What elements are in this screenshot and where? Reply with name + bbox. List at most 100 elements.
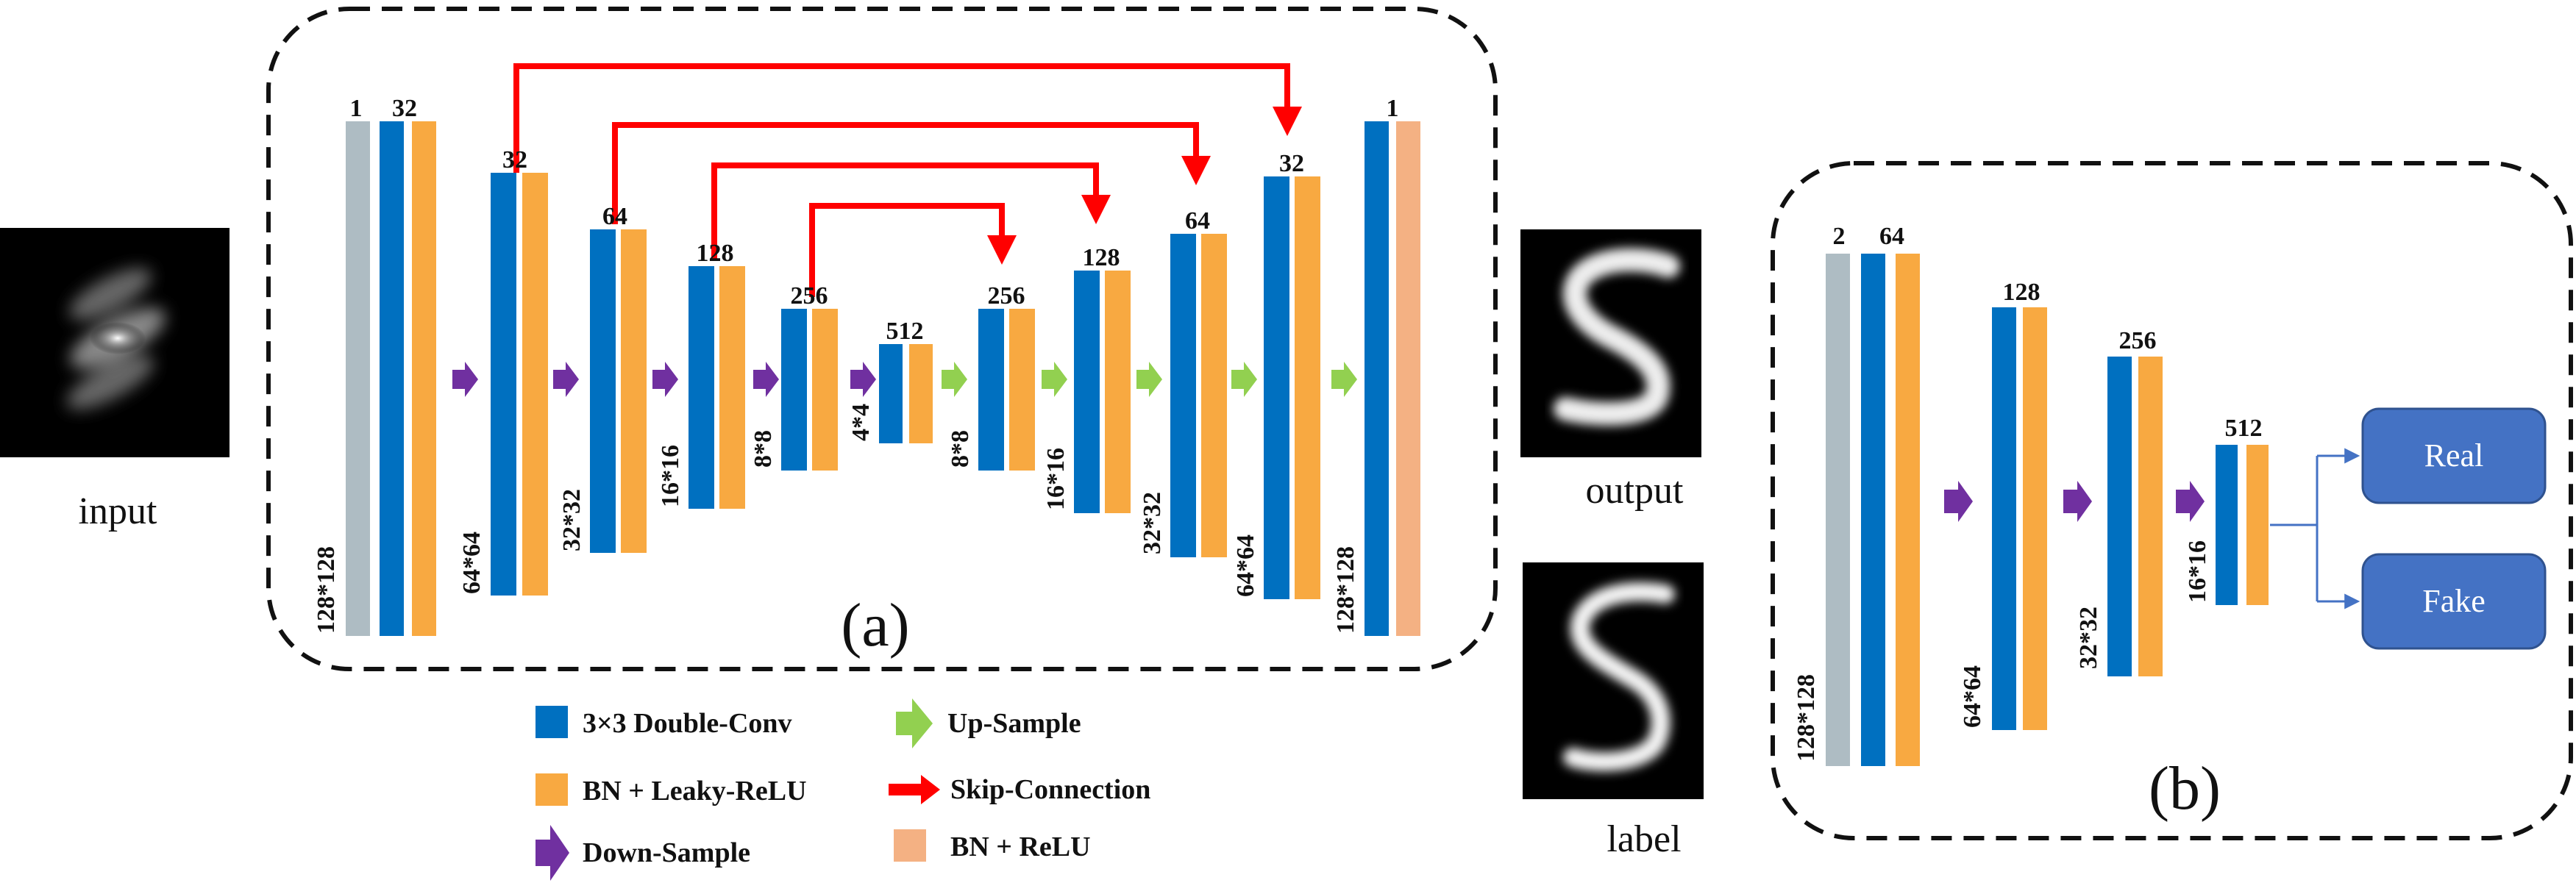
up-sample-arrow <box>1331 362 1357 397</box>
legend-down-sample-label: Down-Sample <box>583 837 750 868</box>
legend-skip-arrow <box>889 775 940 804</box>
bn-leaky-block <box>522 173 548 596</box>
down-sample-arrow <box>452 362 478 397</box>
bn-leaky-block <box>719 266 745 509</box>
label-caption: label <box>1607 818 1681 860</box>
bn-leaky-block <box>621 229 647 553</box>
channel-label: 512 <box>2225 415 2263 442</box>
skip-connections <box>513 63 1302 297</box>
conv-block <box>689 266 714 509</box>
discriminator-down-sample-arrows <box>1944 481 2205 522</box>
input-image <box>0 228 230 457</box>
bn-leaky-block <box>909 344 933 443</box>
down-sample-arrow <box>753 362 779 397</box>
legend-up-sample-label: Up-Sample <box>947 708 1081 739</box>
legend-conv-label: 3×3 Double-Conv <box>583 708 792 739</box>
fake-output-box: Fake <box>2361 553 2547 650</box>
legend-bn-leaky-swatch <box>536 773 568 806</box>
size-label: 64*64 <box>458 532 485 594</box>
conv-block <box>1074 271 1100 513</box>
output-image <box>1520 229 1701 457</box>
channel-label: 128 <box>697 240 734 267</box>
channel-label: 1 <box>1387 95 1399 122</box>
conv-block <box>781 309 807 471</box>
conv-block <box>491 173 516 596</box>
bn-leaky-block <box>1896 254 1920 766</box>
down-sample-arrow <box>1944 481 1973 522</box>
real-label: Real <box>2424 437 2484 473</box>
channel-label: 64 <box>1879 223 1904 250</box>
down-sample-arrow <box>553 362 579 397</box>
bn-leaky-block <box>1105 271 1131 513</box>
bn-leaky-block <box>412 121 436 636</box>
conv-block <box>978 309 1004 471</box>
legend-skip-label: Skip-Connection <box>950 774 1150 805</box>
bn-leaky-block <box>1295 176 1320 599</box>
down-sample-arrow <box>652 362 678 397</box>
bn-leaky-block <box>812 309 838 471</box>
input-channel-bar <box>1826 254 1850 766</box>
channel-label: 32 <box>392 95 417 122</box>
legend-bn-relu-swatch <box>894 829 926 862</box>
discriminator-size-labels: 128*128 64*64 32*32 16*16 <box>1793 540 2211 762</box>
fake-label: Fake <box>2422 583 2486 619</box>
size-label: 128*128 <box>313 546 340 634</box>
channel-label: 32 <box>1279 150 1304 177</box>
channel-label: 64 <box>602 203 627 230</box>
size-label: 4*4 <box>847 404 875 441</box>
size-label: 128*128 <box>1793 674 1820 762</box>
conv-block <box>1992 307 2016 730</box>
discriminator-channel-labels: 2 64 128 256 512 <box>1833 223 2263 442</box>
size-label: 128*128 <box>1332 546 1359 634</box>
bn-leaky-block <box>2246 445 2269 605</box>
size-label: 16*16 <box>2184 540 2211 603</box>
panel-a-label: (a) <box>841 591 909 659</box>
bn-leaky-block <box>2138 357 2163 676</box>
up-sample-arrow <box>1136 362 1162 397</box>
legend: 3×3 Double-Conv BN + Leaky-ReLU Down-Sam… <box>536 698 1150 881</box>
conv-block <box>1170 234 1196 557</box>
channel-label: 256 <box>791 282 828 310</box>
bn-leaky-block <box>2023 307 2047 730</box>
size-label: 32*32 <box>1139 492 1166 554</box>
conv-block <box>1365 121 1389 636</box>
down-sample-arrow <box>2063 481 2092 522</box>
size-label: 16*16 <box>1042 448 1070 510</box>
bn-leaky-block <box>1009 309 1035 471</box>
generator-blocks <box>346 121 1420 636</box>
input-channel-bar <box>346 121 370 636</box>
up-sample-arrow <box>942 362 967 397</box>
label-image <box>1523 562 1704 799</box>
channel-label: 1 <box>350 95 363 122</box>
conv-block <box>590 229 616 553</box>
channel-label: 128 <box>2003 279 2040 306</box>
conv-block <box>2216 445 2238 605</box>
legend-up-sample-arrow <box>896 698 933 748</box>
size-label: 16*16 <box>657 445 684 507</box>
legend-bn-leaky-label: BN + Leaky-ReLU <box>583 776 807 807</box>
conv-block <box>1861 254 1885 766</box>
conv-block <box>1264 176 1289 599</box>
generator-frame <box>266 7 1498 671</box>
generator-size-labels: 128*128 64*64 32*32 16*16 8*8 4*4 8*8 16… <box>313 404 1359 634</box>
size-label: 32*32 <box>558 489 586 551</box>
channel-label: 2 <box>1833 223 1846 250</box>
channel-label: 256 <box>2119 327 2157 354</box>
channel-label: 256 <box>988 282 1025 310</box>
size-label: 8*8 <box>947 430 974 468</box>
size-label: 32*32 <box>2075 607 2102 669</box>
input-caption: input <box>79 490 157 532</box>
legend-bn-relu-label: BN + ReLU <box>950 832 1091 862</box>
discriminator-blocks <box>1826 254 2269 766</box>
real-output-box: Real <box>2361 407 2547 504</box>
discriminator-frame <box>1771 161 2573 840</box>
up-sample-arrows <box>942 362 1357 397</box>
size-label: 8*8 <box>750 430 777 468</box>
channel-label: 128 <box>1083 244 1120 271</box>
conv-block <box>380 121 404 636</box>
generator-channel-labels: 1 32 32 64 128 256 512 256 128 64 32 1 <box>350 95 1399 345</box>
output-caption: output <box>1586 470 1684 512</box>
channel-label: 64 <box>1185 207 1210 235</box>
up-sample-arrow <box>1231 362 1257 397</box>
